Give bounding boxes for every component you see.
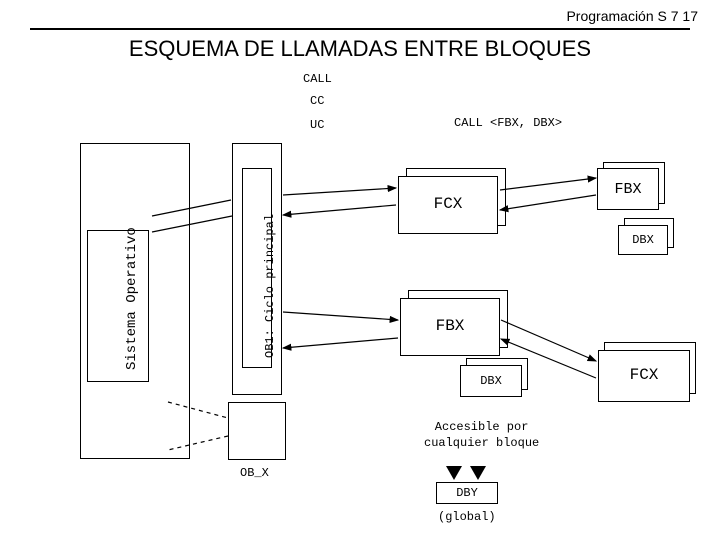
fbx-sm-label: FBX xyxy=(598,181,658,198)
fcx2-box: FCX xyxy=(598,350,690,402)
label-uc: UC xyxy=(310,118,324,132)
dbx-bot-label: DBX xyxy=(461,374,521,388)
fbx2-label: FBX xyxy=(401,317,499,335)
label-accesible: Accesible por cualquier bloque xyxy=(424,420,539,451)
obx-box xyxy=(228,402,286,460)
label-call: CALL xyxy=(303,72,332,86)
label-ob1: OB1: Ciclo principal xyxy=(263,214,277,358)
dbx-sm-label: DBX xyxy=(619,233,667,247)
header-rule xyxy=(30,28,690,30)
page-title: ESQUEMA DE LLAMADAS ENTRE BLOQUES xyxy=(0,36,720,62)
label-call-fbx-dbx: CALL <FBX, DBX> xyxy=(454,116,562,130)
dbx-bot-box: DBX xyxy=(460,365,522,397)
fcx1-label: FCX xyxy=(399,195,497,213)
fbx2-box: FBX xyxy=(400,298,500,356)
label-cc: CC xyxy=(310,94,324,108)
fbx-sm-box: FBX xyxy=(597,168,659,210)
label-global: (global) xyxy=(438,510,496,524)
label-sistema-operativo: Sistema Operativo xyxy=(124,227,140,370)
fcx1-box: FCX xyxy=(398,176,498,234)
fcx2-label: FCX xyxy=(599,366,689,384)
dby-label: DBY xyxy=(437,486,497,500)
page-header: Programación S 7 17 xyxy=(566,8,698,24)
dbx-sm-box: DBX xyxy=(618,225,668,255)
label-obx: OB_X xyxy=(240,466,269,480)
dby-box: DBY xyxy=(436,482,498,504)
